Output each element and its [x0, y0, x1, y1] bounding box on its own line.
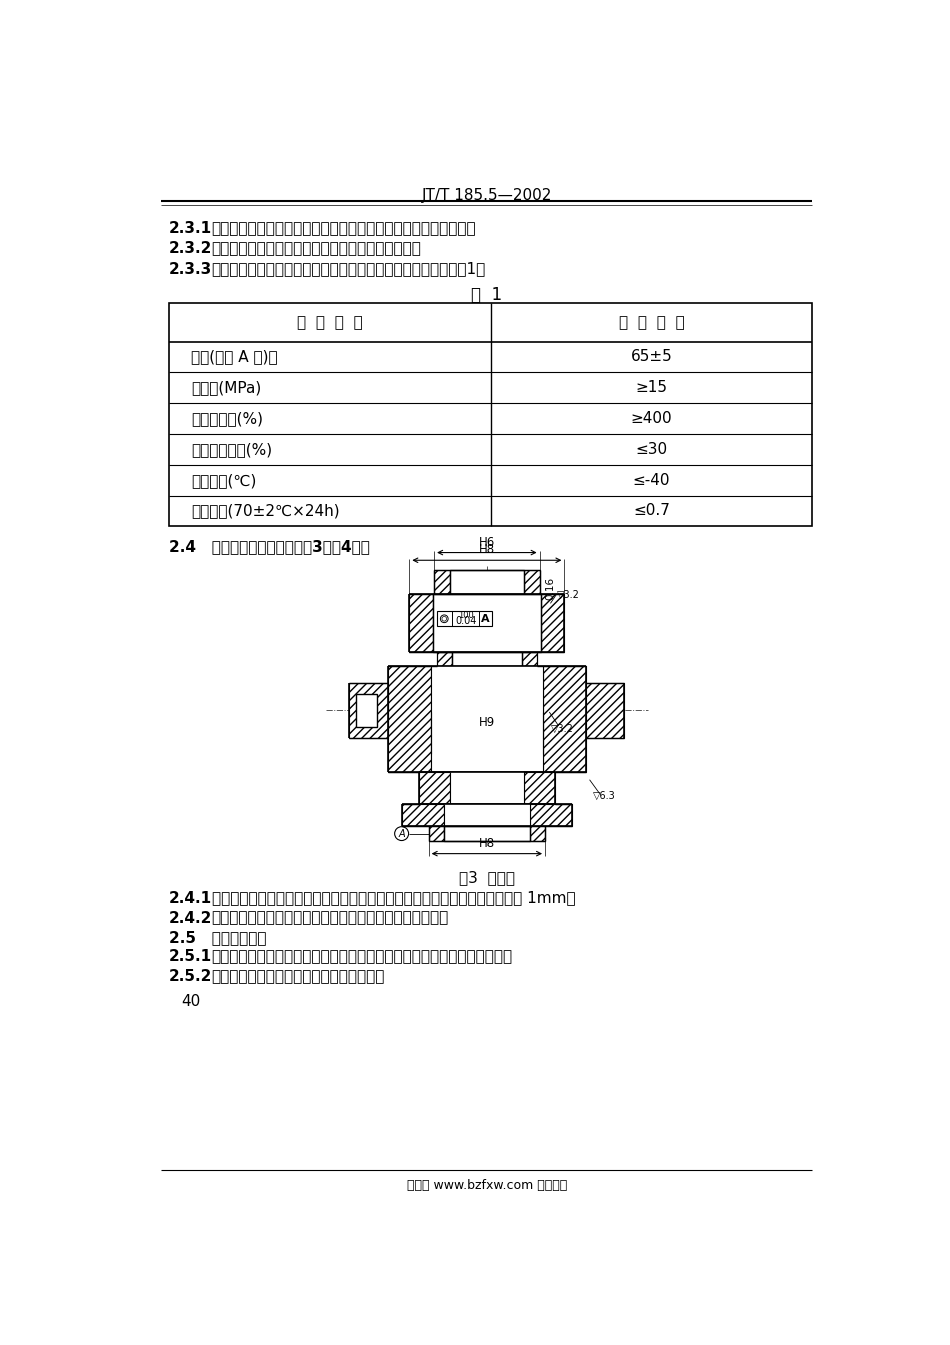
Text: 新换的密封圈推荐采用耗海水的夹织橡胶，其物理性能要求见表1。: 新换的密封圈推荐采用耗海水的夹织橡胶，其物理性能要求见表1。 — [212, 261, 486, 277]
Text: 指  标  要  求: 指 标 要 求 — [618, 315, 684, 330]
Text: H8: H8 — [479, 837, 495, 850]
Text: H6: H6 — [479, 535, 495, 549]
Text: 橡胶密封圈如因老化出现裂痕或成块剑落应予更新。: 橡胶密封圈如因老化出现裂痕或成块剑落应予更新。 — [212, 242, 422, 257]
Bar — [524, 569, 540, 594]
Bar — [350, 683, 388, 738]
Text: 图3  油缸座: 图3 油缸座 — [459, 870, 515, 885]
Bar — [409, 594, 432, 652]
Bar — [543, 666, 586, 772]
Text: 2.5.2: 2.5.2 — [169, 970, 213, 985]
Text: ≥15: ≥15 — [636, 381, 668, 395]
Text: A: A — [398, 829, 405, 839]
Text: 表  1: 表 1 — [471, 286, 503, 304]
Text: ▽6.3: ▽6.3 — [594, 791, 617, 802]
Text: ≤-40: ≤-40 — [633, 472, 671, 488]
Bar — [586, 683, 624, 738]
Bar — [445, 804, 529, 826]
Bar — [355, 694, 377, 726]
Text: 2.3.1: 2.3.1 — [169, 222, 212, 237]
Text: 学兔兔 www.bzfxw.com 标准下载: 学兔兔 www.bzfxw.com 标准下载 — [407, 1180, 567, 1192]
Bar — [450, 772, 523, 804]
Bar — [449, 569, 524, 594]
Text: ≤0.7: ≤0.7 — [633, 503, 670, 518]
Text: 橡胶密封圈的磨损致使安装间隙超差，可适当调整端面垫片厚度。: 橡胶密封圈的磨损致使安装间隙超差，可适当调整端面垫片厚度。 — [212, 222, 476, 237]
Bar — [452, 652, 522, 666]
Text: 2.4.2: 2.4.2 — [169, 911, 213, 925]
Text: ≥400: ≥400 — [631, 412, 673, 426]
Text: 在闸阀全开或全关下，指示灯能正常显示。: 在闸阀全开或全关下，指示灯能正常显示。 — [212, 970, 385, 985]
Text: 40: 40 — [180, 994, 200, 1009]
Text: H9: H9 — [479, 717, 495, 729]
Text: 性  能  项  目: 性 能 项 目 — [297, 315, 363, 330]
Bar — [523, 772, 555, 804]
Bar — [432, 594, 542, 652]
Bar — [388, 666, 430, 772]
Text: 活塞杆和闸板在安装前应连体找正，按闸板平面找正，活塞杆直线度不应超过 1mm。: 活塞杆和闸板在安装前应连体找正，按闸板平面找正，活塞杆直线度不应超过 1mm。 — [212, 890, 576, 905]
Text: 老化系数(70±2℃×24h): 老化系数(70±2℃×24h) — [191, 503, 339, 518]
Text: ≤30: ≤30 — [636, 443, 668, 457]
Text: 2.5   闸阀调节要求: 2.5 闸阀调节要求 — [169, 931, 267, 946]
Bar — [402, 804, 445, 826]
Text: 拉断力(MPa): 拉断力(MPa) — [191, 381, 261, 395]
Text: ▽3.2: ▽3.2 — [557, 590, 580, 600]
Text: 调节闸板橡胶密封圈的安装间隙，保证闸板在工作压力下能够顺利启、闭。: 调节闸板橡胶密封圈的安装间隙，保证闸板在工作压力下能够顺利启、闭。 — [212, 950, 513, 964]
Bar — [529, 826, 545, 842]
Bar — [428, 826, 445, 842]
Text: 2.4   闸阀安装精度要求（见图3、图4）。: 2.4 闸阀安装精度要求（见图3、图4）。 — [169, 539, 370, 554]
Text: 硬度(邵尔 A 型)度: 硬度(邵尔 A 型)度 — [191, 350, 277, 364]
Bar — [436, 652, 452, 666]
Bar — [419, 772, 450, 804]
Bar — [445, 826, 529, 842]
Text: 拉断永久变形(%): 拉断永久变形(%) — [191, 443, 272, 457]
Bar — [542, 594, 564, 652]
Text: 65±5: 65±5 — [631, 350, 673, 364]
Text: 2.5.1: 2.5.1 — [169, 950, 212, 964]
Text: 2.4.1: 2.4.1 — [169, 890, 212, 905]
Text: A: A — [481, 613, 489, 624]
Text: 0.16: 0.16 — [546, 577, 556, 600]
Bar — [522, 652, 538, 666]
Bar — [529, 804, 572, 826]
Text: ▽3.2: ▽3.2 — [551, 724, 574, 733]
Text: JT/T 185.5—2002: JT/T 185.5—2002 — [422, 188, 552, 203]
Text: 脆性温度(℃): 脆性温度(℃) — [191, 472, 256, 488]
Bar — [430, 666, 543, 772]
Text: 拉断伸长度(%): 拉断伸长度(%) — [191, 412, 263, 426]
Bar — [169, 303, 812, 526]
Text: 闸阀端面调整垫的厚度应保证左右橡胶密封圈的安装间隙。: 闸阀端面调整垫的厚度应保证左右橡胶密封圈的安装间隙。 — [212, 911, 449, 925]
Text: H8: H8 — [479, 543, 495, 557]
Text: 2.3.2: 2.3.2 — [169, 242, 213, 257]
Text: 2.3.3: 2.3.3 — [169, 261, 213, 277]
Text: 0.04: 0.04 — [455, 616, 476, 625]
Bar — [434, 569, 449, 594]
Text: 100: 100 — [458, 611, 473, 620]
Bar — [436, 611, 492, 627]
